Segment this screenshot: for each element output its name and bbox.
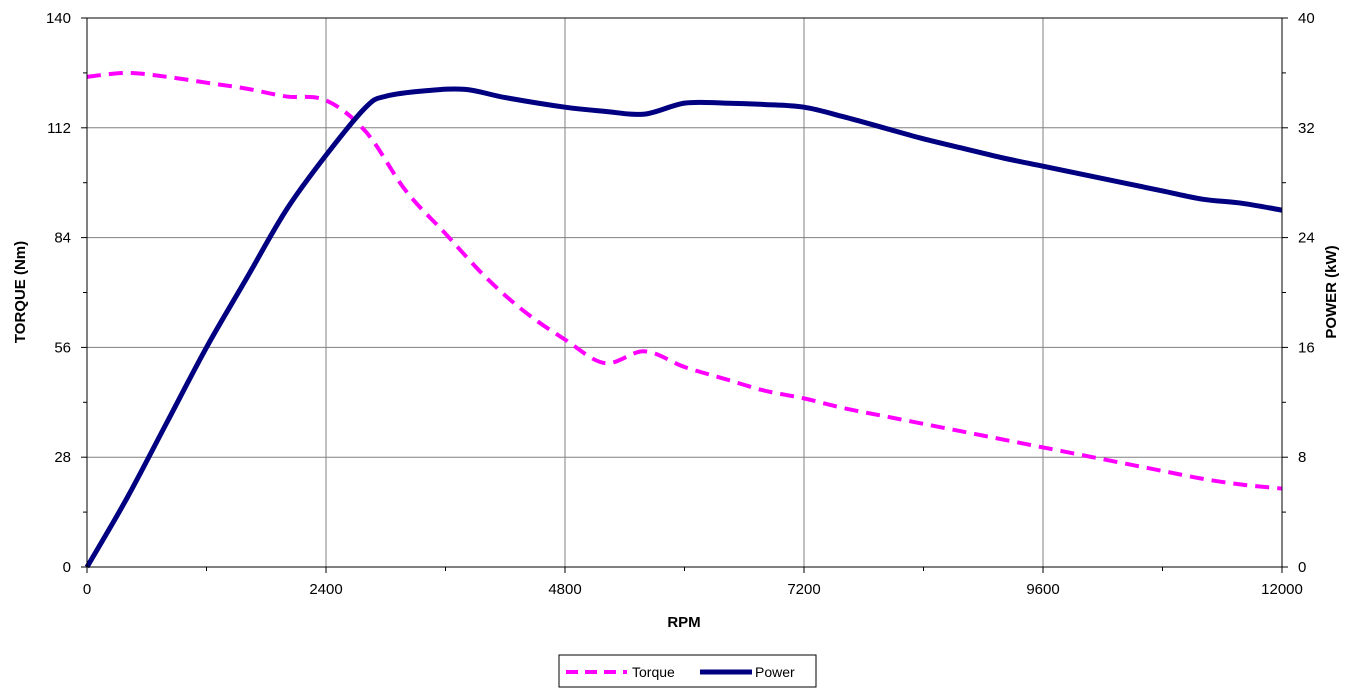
y-left-tick-label: 0 [63,559,71,576]
x-tick-label: 9600 [1026,581,1059,598]
y-right-tick-label: 40 [1298,10,1315,27]
legend-power-label: Power [755,664,795,680]
x-tick-label: 4800 [548,581,581,598]
x-tick-label: 0 [83,581,91,598]
y-left-tick-label: 56 [54,339,71,356]
y-axis-title-left: TORQUE (Nm) [12,241,29,343]
y-left-tick-label: 112 [47,120,71,137]
legend: Torque Power [558,654,817,688]
y-axis-title-right: POWER (kW) [1323,245,1340,338]
legend-torque-label: Torque [632,664,675,680]
y-right-tick-label: 24 [1298,230,1315,247]
series-layer [84,70,1283,569]
x-tick-label: 7200 [787,581,820,598]
ticks: 0 2400 4800 7200 9600 12000 0 28 56 84 112 140 0 8 16 2… [46,10,1315,598]
y-right-tick-label: 32 [1298,120,1315,137]
y-right-tick-label: 8 [1298,449,1306,466]
legend-box [558,654,817,688]
x-tick-label: 12000 [1261,581,1303,598]
y-right-tick-label: 16 [1298,339,1315,356]
x-axis-title: RPM [667,614,700,631]
y-right-tick-label: 0 [1298,559,1306,576]
y-left-tick-label: 28 [54,449,71,466]
y-left-tick-label: 84 [54,230,71,247]
y-left-tick-label: 140 [46,10,71,27]
series-line-torque [86,70,1283,491]
series-line-power [84,86,1283,569]
x-tick-label: 2400 [309,581,342,598]
